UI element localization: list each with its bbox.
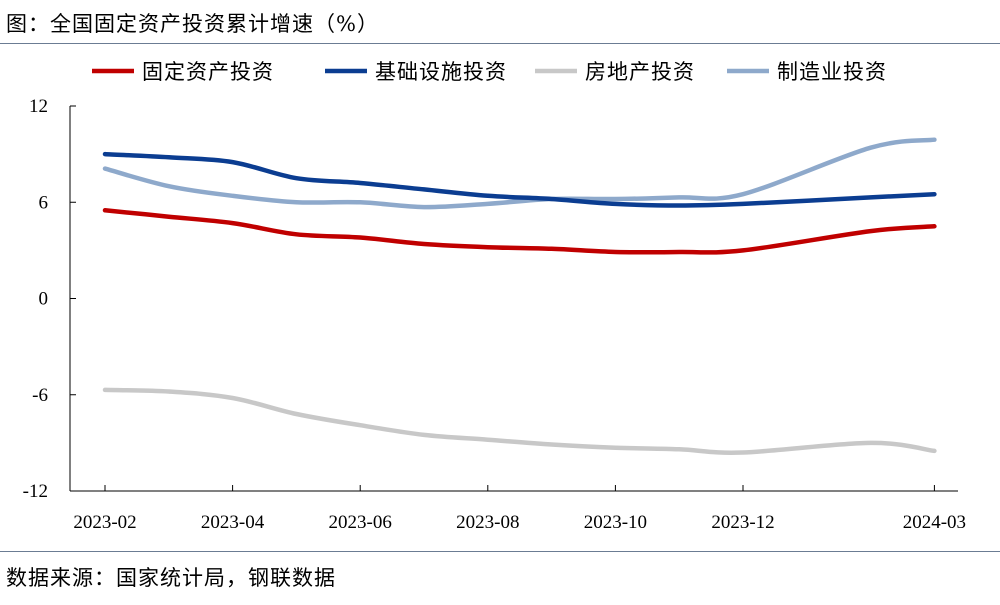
source-note: 数据来源：国家统计局，钢联数据 xyxy=(6,566,336,590)
x-tick-label: 2023-06 xyxy=(329,512,392,533)
x-tick-label: 2023-08 xyxy=(456,512,519,533)
y-tick-label: 6 xyxy=(39,192,49,213)
y-tick-label: -12 xyxy=(23,481,48,502)
x-tick-label: 2024-03 xyxy=(903,512,966,533)
x-tick-label: 2023-10 xyxy=(584,512,647,533)
legend-label: 房地产投资 xyxy=(585,60,695,84)
series-line-2 xyxy=(102,151,937,208)
series-lines xyxy=(102,137,937,455)
y-tick-label: -6 xyxy=(32,385,48,406)
x-tick-label: 2023-02 xyxy=(73,512,136,533)
legend: 固定资产投资 基础设施投资 房地产投资 制造业投资 xyxy=(92,60,887,84)
legend-label: 固定资产投资 xyxy=(142,60,274,84)
axes: 12 6 0 -6 -12 2023-02 2023-04 2023-06 2023-08 202… xyxy=(23,96,966,533)
chart-title: 图：全国固定资产投资累计增速（%） xyxy=(6,12,379,36)
x-tick-label: 2023-12 xyxy=(711,512,774,533)
x-tick-label: 2023-04 xyxy=(201,512,265,533)
series-line-3 xyxy=(102,387,937,455)
y-tick-label: 12 xyxy=(29,96,48,117)
series-line-4 xyxy=(102,137,937,210)
bottom-divider xyxy=(0,551,1000,552)
legend-label: 制造业投资 xyxy=(777,60,887,84)
series-line-1 xyxy=(102,208,937,255)
legend-label: 基础设施投资 xyxy=(375,60,507,84)
y-tick-label: 0 xyxy=(39,289,49,310)
top-divider xyxy=(0,43,1000,44)
